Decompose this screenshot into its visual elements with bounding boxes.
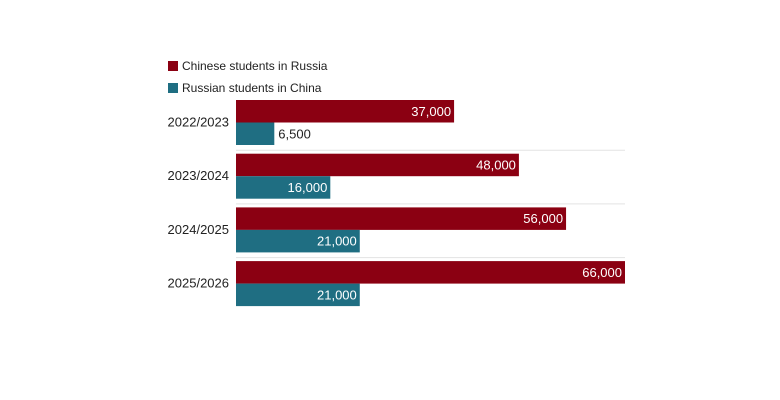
category-label: 2025/2026 <box>168 276 229 291</box>
bar <box>236 176 331 199</box>
bar <box>236 207 567 230</box>
bar-value-label: 48,000 <box>476 157 516 172</box>
bar-value-label: 16,000 <box>288 180 328 195</box>
bar-value-label: 21,000 <box>317 287 357 302</box>
bar <box>236 229 360 253</box>
bar <box>236 100 455 123</box>
bar-value-label: 66,000 <box>582 265 622 280</box>
bar <box>236 122 275 145</box>
legend-item-chinese-students: Chinese students in Russia <box>168 56 327 76</box>
category-label: 2023/2024 <box>168 168 229 183</box>
legend-swatch-russian <box>168 83 178 93</box>
bar <box>236 261 625 284</box>
bar-value-label: 21,000 <box>317 234 357 249</box>
bar <box>236 283 360 307</box>
legend-label-chinese: Chinese students in Russia <box>182 59 328 73</box>
bar-value-label: 56,000 <box>523 211 563 226</box>
bar-value-label: 6,500 <box>278 126 311 141</box>
chart-legend: Chinese students in Russia Russian stude… <box>168 56 327 100</box>
category-label: 2024/2025 <box>168 222 229 237</box>
legend-label-russian: Russian students in China <box>182 81 322 95</box>
legend-item-russian-students: Russian students in China <box>168 78 327 98</box>
category-label: 2022/2023 <box>168 115 229 130</box>
bar <box>236 153 519 177</box>
legend-swatch-chinese <box>168 61 178 71</box>
bar-value-label: 37,000 <box>411 104 451 119</box>
